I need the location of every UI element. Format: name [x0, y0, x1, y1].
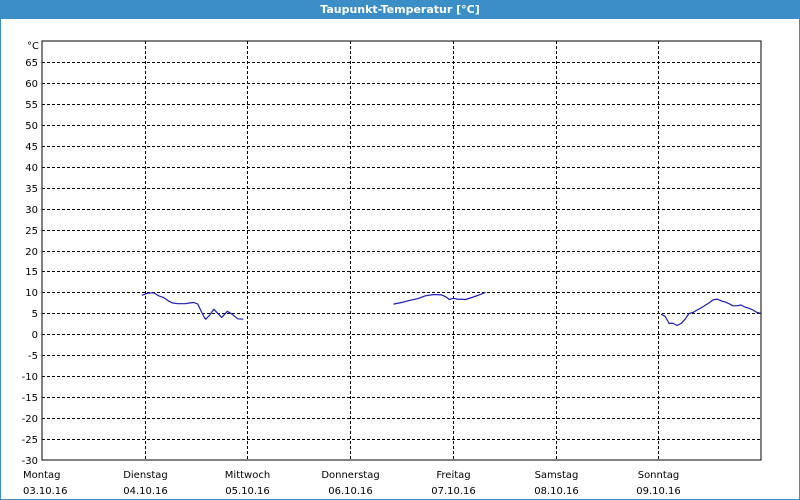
x-tick-date-label: 09.10.16 — [636, 486, 681, 497]
x-tick-day-label: Donnerstag — [321, 470, 379, 481]
y-tick-label: 50 — [25, 121, 38, 132]
dewpoint-series — [141, 291, 762, 327]
y-tick-label: 20 — [25, 247, 38, 258]
series-line-segment — [393, 291, 486, 305]
y-tick-label: 45 — [25, 142, 38, 153]
y-tick-label: -30 — [22, 456, 38, 467]
x-tick-date-label: 07.10.16 — [431, 486, 476, 497]
plot-area-border — [41, 40, 762, 461]
x-tick-day-label: Samstag — [535, 470, 579, 481]
y-tick-label: 35 — [25, 184, 38, 195]
x-tick-date-label: 05.10.16 — [225, 486, 270, 497]
y-tick-label: 30 — [25, 205, 38, 216]
x-tick-day-label: Freitag — [436, 470, 470, 481]
y-tick-label: 65 — [25, 58, 38, 69]
y-tick-label: -5 — [28, 351, 38, 362]
y-tick-label: 0 — [32, 330, 38, 341]
x-tick-date-label: 03.10.16 — [23, 486, 68, 497]
grid-lines — [42, 41, 761, 460]
y-tick-label: 40 — [25, 163, 38, 174]
y-tick-label: -15 — [22, 393, 38, 404]
y-tick-label: 60 — [25, 79, 38, 90]
series-line-segment — [141, 292, 244, 320]
y-tick-label: -25 — [22, 435, 38, 446]
y-tick-labels: 65605550454035302520151050-5-10-15-20-25… — [22, 58, 38, 467]
x-tick-labels: Montag 03.10.16 Dienstag 04.10.16 Mittwoch 05… — [23, 470, 681, 497]
y-tick-label: 10 — [25, 288, 38, 299]
x-tick-day-label: Montag — [23, 470, 60, 481]
chart-title: Taupunkt-Temperatur [°C] — [1, 1, 799, 19]
x-tick-day-label: Dienstag — [123, 470, 168, 481]
y-tick-label: 5 — [32, 309, 38, 320]
x-tick-day-label: Mittwoch — [225, 470, 270, 481]
y-tick-label: -20 — [22, 414, 38, 425]
x-tick-date-label: 04.10.16 — [123, 486, 168, 497]
series-line-segment — [660, 298, 762, 327]
y-tick-label: 25 — [25, 226, 38, 237]
x-tick-date-label: 08.10.16 — [534, 486, 579, 497]
y-tick-label: -10 — [22, 372, 38, 383]
y-tick-label: 55 — [25, 100, 38, 111]
x-tick-date-label: 06.10.16 — [328, 486, 373, 497]
y-tick-label: 15 — [25, 267, 38, 278]
y-axis-unit-label: °C — [27, 41, 39, 52]
x-tick-day-label: Sonntag — [638, 470, 680, 481]
